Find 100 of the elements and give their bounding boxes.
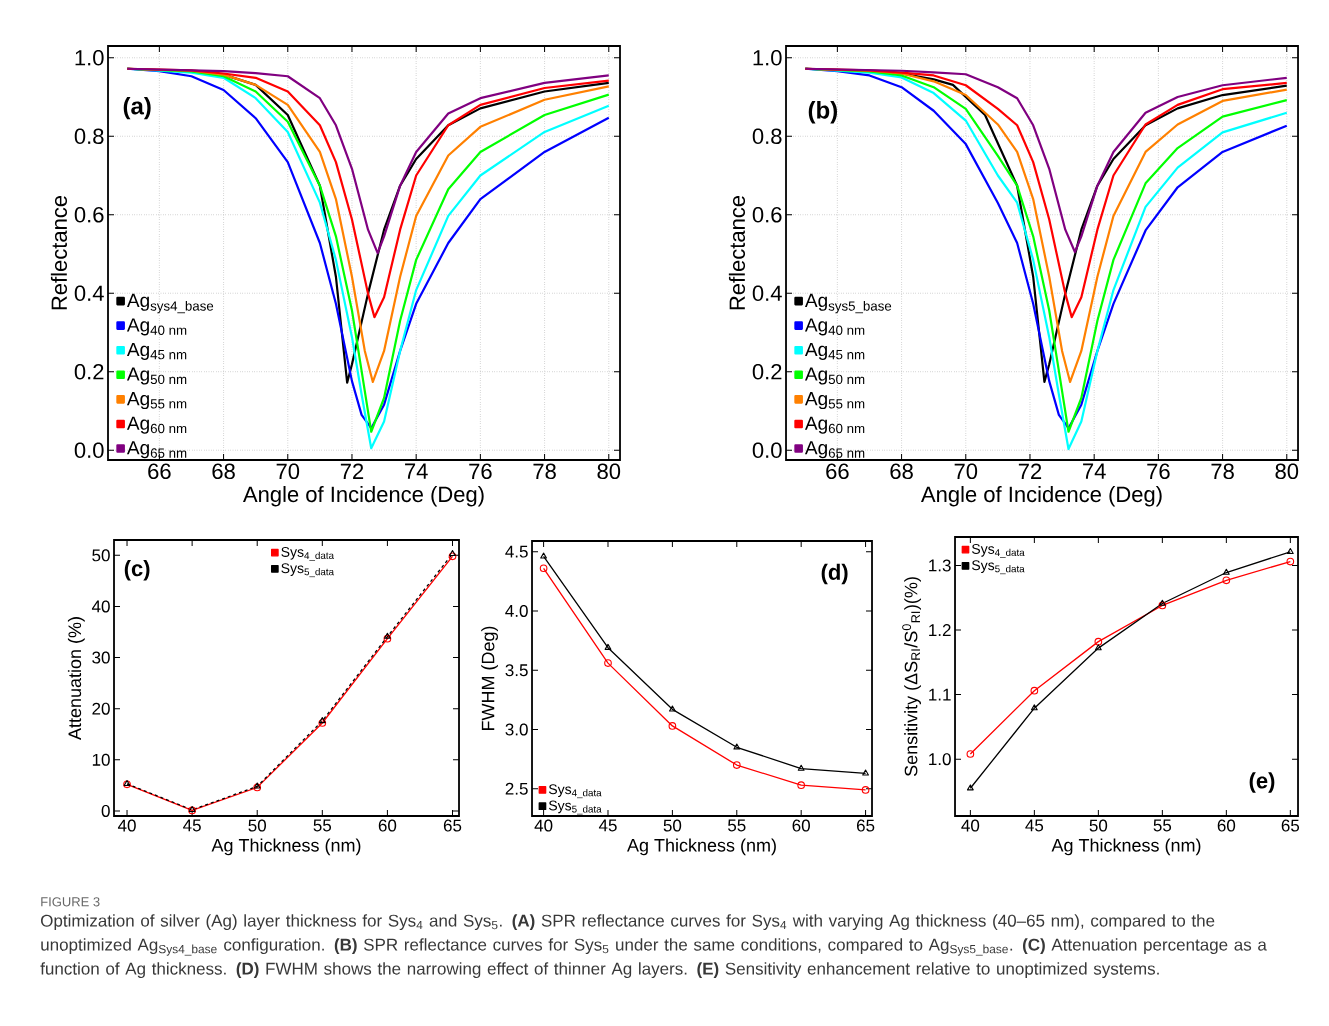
y-tick-label: 1.2 bbox=[929, 624, 951, 636]
x-tick-label: 40 bbox=[117, 819, 136, 832]
point bbox=[539, 564, 548, 573]
legend-label: Ag$_{50 nm}$ bbox=[126, 367, 187, 385]
y-tick-label: 1.0 bbox=[75, 49, 104, 66]
x-tick-label: 74 bbox=[1083, 463, 1106, 479]
point bbox=[861, 786, 870, 794]
x-axis-title: Ag Thickness (nm) bbox=[1051, 838, 1201, 856]
legend-label: Ag$_{45 nm}$ bbox=[804, 342, 865, 360]
legend-label: Sys$_{5_data}$ bbox=[281, 563, 335, 578]
x-tick-label: 70 bbox=[954, 463, 978, 480]
text: (d) bbox=[821, 563, 848, 585]
x-axis-title: Ag Thickness (nm) bbox=[627, 838, 776, 856]
legend-label: Ag$_{60 nm}$ bbox=[804, 416, 865, 434]
x-tick-label: 40 bbox=[961, 819, 980, 832]
x-tick-label: 80 bbox=[1275, 463, 1299, 480]
x-tick-label: 60 bbox=[792, 819, 810, 832]
x-tick-label: 66 bbox=[148, 463, 171, 480]
x-tick-label: 50 bbox=[248, 819, 267, 832]
x-tick-label: 40 bbox=[534, 819, 553, 832]
point bbox=[733, 743, 741, 750]
x-tick-label: 76 bbox=[469, 463, 492, 480]
legend-label: Ag$_{55 nm}$ bbox=[804, 392, 865, 410]
point bbox=[732, 761, 741, 769]
point bbox=[1094, 644, 1102, 651]
x-tick-label: 45 bbox=[183, 819, 201, 832]
point bbox=[540, 552, 548, 559]
x-tick-label: 50 bbox=[663, 819, 682, 832]
point bbox=[668, 705, 676, 712]
x-tick-label: 55 bbox=[1153, 819, 1172, 832]
point bbox=[1030, 686, 1039, 695]
legend-label: Ag$_{40 nm}$ bbox=[126, 318, 187, 336]
y-tick-label: 2.5 bbox=[505, 782, 528, 795]
line-series bbox=[804, 67, 1288, 254]
legend-label: Ag$_{60 nm}$ bbox=[126, 416, 187, 434]
x-tick-label: 72 bbox=[340, 463, 364, 479]
y-tick-label: 10 bbox=[92, 753, 110, 766]
text: (a) bbox=[123, 96, 151, 120]
y-tick-label: 0.8 bbox=[74, 128, 104, 145]
legend-label: Sys$_{4_data}$ bbox=[971, 543, 1025, 558]
x-tick-label: 78 bbox=[533, 463, 556, 480]
x-tick-label: 60 bbox=[378, 819, 397, 832]
point bbox=[1286, 557, 1295, 566]
legend-label: Ag$_{50 nm}$ bbox=[804, 367, 865, 385]
x-tick-label: 66 bbox=[826, 463, 849, 480]
x-tick-label: 76 bbox=[1147, 463, 1170, 480]
x-axis-title: Ag Thickness (nm) bbox=[211, 838, 361, 856]
y-tick-label: 50 bbox=[92, 549, 110, 562]
y-tick-label: 1.0 bbox=[753, 49, 782, 66]
y-tick-label: 30 bbox=[92, 651, 110, 664]
legend-label: Sys$_{4_data}$ bbox=[281, 546, 335, 561]
legend-label: Ag$_{40 nm}$ bbox=[804, 318, 865, 336]
x-tick-label: 50 bbox=[1089, 819, 1108, 832]
legend-label: Ag$_{sys5_base}$ bbox=[804, 293, 892, 314]
x-tick-label: 55 bbox=[313, 819, 332, 832]
y-tick-label: 0.2 bbox=[752, 363, 782, 380]
x-tick-label: 78 bbox=[1211, 463, 1234, 480]
x-tick-label: 68 bbox=[890, 463, 913, 480]
y-tick-label: 0.4 bbox=[74, 285, 104, 302]
x-tick-label: 45 bbox=[598, 819, 617, 832]
text: (b) bbox=[808, 101, 837, 124]
point bbox=[966, 784, 974, 791]
legend-label: Ag$_{65 nm}$ bbox=[804, 441, 865, 459]
point bbox=[1158, 601, 1167, 610]
y-tick-label: 0.6 bbox=[752, 206, 782, 223]
point bbox=[797, 781, 806, 790]
x-tick-label: 72 bbox=[1018, 463, 1042, 479]
legend-label: Ag$_{65 nm}$ bbox=[126, 441, 187, 459]
y-tick-label: 3.0 bbox=[505, 723, 528, 736]
point bbox=[383, 634, 392, 643]
y-axis-title: Attenuation (%) bbox=[67, 617, 85, 741]
y-tick-label: 0 bbox=[101, 804, 110, 817]
x-tick-label: 68 bbox=[212, 463, 235, 480]
point bbox=[862, 769, 869, 776]
y-tick-label: 4.0 bbox=[505, 604, 528, 617]
y-tick-label: 0.4 bbox=[752, 285, 782, 302]
point bbox=[604, 659, 612, 667]
point bbox=[1158, 599, 1166, 606]
point bbox=[668, 722, 677, 730]
legend-label: Ag$_{55 nm}$ bbox=[126, 392, 187, 410]
x-tick-label: 60 bbox=[1217, 819, 1236, 832]
y-tick-label: 0.8 bbox=[752, 128, 782, 145]
caption: FIGURE 3 bbox=[41, 897, 100, 907]
x-tick-label: 65 bbox=[1281, 819, 1300, 832]
point bbox=[1030, 704, 1038, 711]
point bbox=[448, 552, 457, 561]
point bbox=[604, 643, 612, 650]
y-tick-label: 0.6 bbox=[74, 206, 104, 223]
x-tick-label: 45 bbox=[1025, 819, 1044, 832]
text: (e) bbox=[1249, 772, 1275, 793]
y-tick-label: 20 bbox=[92, 702, 110, 715]
y-tick-label: 1.0 bbox=[929, 753, 951, 766]
x-tick-label: 70 bbox=[276, 463, 300, 480]
text: (c) bbox=[124, 560, 150, 581]
y-axis-title: Reflectance bbox=[50, 195, 68, 310]
y-tick-label: 0.0 bbox=[752, 442, 782, 458]
x-axis-title: Angle of Incidence (Deg) bbox=[242, 485, 484, 507]
x-tick-label: 55 bbox=[728, 819, 746, 832]
y-tick-label: 1.3 bbox=[929, 559, 951, 572]
text: Optimization of silver (Ag) layer thickness for Sys$_{4}$ and Sys$_{5}$. (A) SPR reflectance curves for Sys$_{4}$ with varying Ag thickness (40–65 nm), compared to the unoptimized Ag$_{Sys4_base}$ configuration. (B) SPR reflectance curves for Sys$_{5}$ under the same conditions, compared to Ag$_{Sys5_base}$. (C) Attenuation percentage as a function of Ag thickness. (D) FWHM shows the narrowing effect of thinner Ag layers. (E) Sensitivity enhancement relative to unoptimized systems. bbox=[40, 914, 1267, 979]
